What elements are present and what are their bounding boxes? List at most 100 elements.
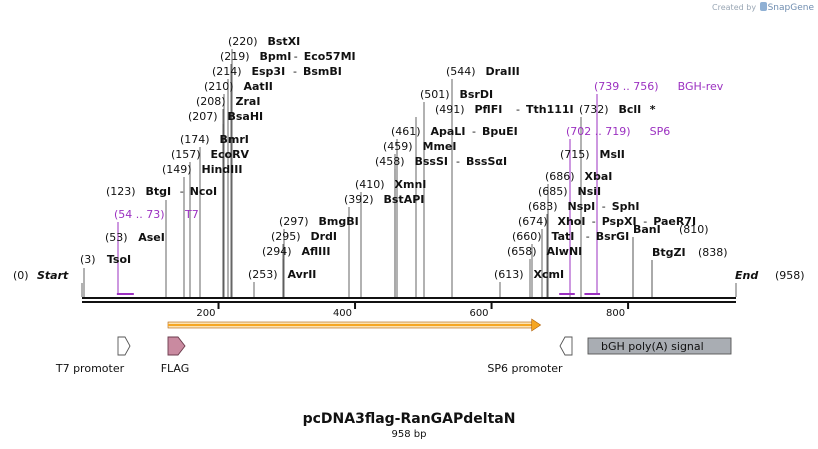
site-name-alt: SphI [612,200,640,213]
site-name: BpmI [260,50,292,63]
site-name-alt: NcoI [190,185,217,198]
site-separator: - [456,155,460,168]
site-name: AflIII [302,245,331,258]
site-position: (732) [579,103,609,116]
site-position: (838) [698,246,728,259]
site-name: BclI [619,103,642,116]
primer-bar [584,293,601,295]
site-name: EcoRV [211,148,250,161]
site-name-alt: BsmBI [303,65,342,78]
site-position: (702 .. 719) [566,125,631,138]
primer-name: SP6 [650,125,671,138]
site-separator: - [293,65,297,78]
site-position: (683) [528,200,558,213]
site-name: AatII [244,80,273,93]
t7-promoter-arrow [117,336,131,356]
site-position: (208) [196,95,226,108]
ruler-tick-label: 800 [606,308,625,319]
site-position: (54 .. 73) [114,208,165,221]
site-name-alt: BpuEI [482,125,518,138]
site-name: ZraI [236,95,261,108]
site-name-suffix: * [650,103,656,116]
site-name: DraIII [486,65,520,78]
site-name-alt: BssSαI [466,155,507,168]
site-name: BstXI [268,35,301,48]
feature-label: SP6 promoter [487,362,563,375]
site-separator: - [294,50,298,63]
site-position: (459) [383,140,413,153]
site-position: (392) [344,193,374,206]
credit-text: Created by [712,3,757,12]
site-name: AvrII [288,268,317,281]
credit-brand: SnapGene [767,3,814,13]
feature-label: FLAG [161,362,190,375]
site-position: (715) [560,148,590,161]
site-name: MslI [600,148,625,161]
ruler-tick-label: 600 [469,308,488,319]
ruler-tick-label: 400 [333,308,352,319]
site-name: XmnI [395,178,427,191]
site-position: (501) [420,88,450,101]
plasmid-size: 958 bp [392,429,427,440]
site-name-alt: PaeR7I [653,215,696,228]
site-separator: - [592,215,596,228]
site-name-alt: BsrGI [596,230,629,243]
backbone-strand-top [82,297,736,299]
primer-name: BGH-rev [678,80,724,93]
end-label: End [735,269,758,282]
site-position: (544) [446,65,476,78]
orf-bar-core [168,324,533,326]
site-name-alt: Tth111I [526,103,574,116]
site-position: (253) [248,268,278,281]
end-position: (958) [775,269,805,282]
site-position: (739 .. 756) [594,80,659,93]
site-position: (461) [391,125,421,138]
site-name: MmeI [423,140,457,153]
site-name: ApaLI [431,125,466,138]
site-name: DrdI [311,230,338,243]
site-name: BtgI [146,185,172,198]
site-position: (685) [538,185,568,198]
site-name: HindIII [202,163,243,176]
plasmid-name: pcDNA3flag-RanGAPdeltaN [303,411,516,427]
flag-tag-arrow [167,336,186,356]
start-label: Start [37,269,69,282]
site-name: XhoI [558,215,586,228]
site-position: (294) [262,245,292,258]
site-separator: - [472,125,476,138]
feature-label: T7 promoter [55,362,125,375]
site-name: NsiI [578,185,602,198]
site-name-alt: PspXI [602,215,637,228]
site-name: XbaI [585,170,613,183]
site-name: Esp3I [252,65,286,78]
site-position: (219) [220,50,250,63]
primer-bar [559,293,575,295]
site-name-alt: Eco57MI [304,50,356,63]
site-position: (3) [80,253,96,266]
title-block: pcDNA3flag-RanGAPdeltaN 958 bp [303,411,516,440]
primer-name: T7 [184,208,199,221]
site-name: BmgBI [319,215,359,228]
site-separator: - [643,215,647,228]
site-name: XcmI [534,268,565,281]
site-position: (674) [518,215,548,228]
site-name: AseI [138,231,165,244]
ruler-tick [627,303,630,309]
site-name: NspI [568,200,596,213]
site-position: (295) [271,230,301,243]
site-position: (214) [212,65,242,78]
snapgene-logo-icon [759,2,767,11]
snapgene-credit: Created by SnapGene [712,2,814,13]
site-position: (410) [355,178,385,191]
site-name: TatI [552,230,575,243]
site-position: (613) [494,268,524,281]
bgh-polya-box [587,337,732,355]
site-position: (207) [188,110,218,123]
backbone [82,297,736,303]
start-position: (0) [13,269,29,282]
ruler-ticks: 200 400 600 800 [196,303,630,319]
site-position: (157) [171,148,201,161]
feature-label: bGH poly(A) signal [601,340,704,353]
site-name: BsaHI [228,110,264,123]
site-separator: - [586,230,590,243]
